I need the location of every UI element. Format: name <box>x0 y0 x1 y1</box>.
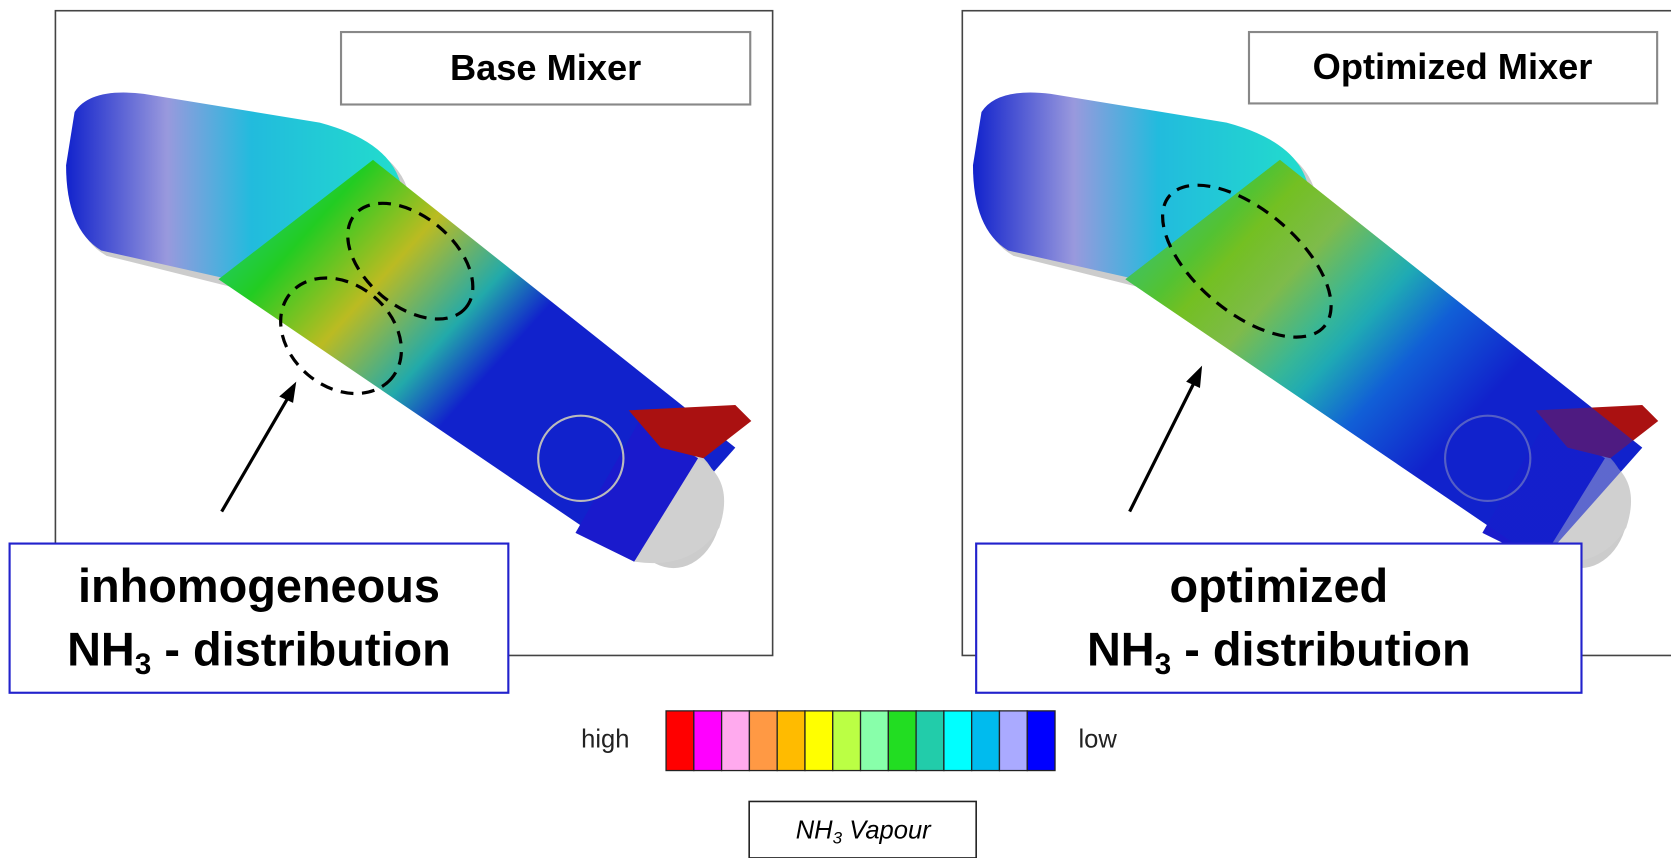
caption-rest: - distribution <box>1171 624 1470 676</box>
color-swatch <box>666 711 694 771</box>
formula: NH <box>67 624 135 676</box>
label-rest: Vapour <box>842 816 932 844</box>
color-swatch <box>694 711 722 771</box>
panel-title: Optimized Mixer <box>1313 46 1593 87</box>
caption: NH3 - distribution <box>1087 624 1471 681</box>
subscript: 3 <box>1155 648 1172 681</box>
subscript: 3 <box>135 648 152 681</box>
color-swatch <box>749 711 777 771</box>
caption: inhomogeneous <box>78 560 440 612</box>
caption-rest: - distribution <box>151 624 450 676</box>
colorbar <box>666 711 1055 771</box>
legend-label: NH3 Vapour <box>796 816 932 847</box>
color-swatch <box>999 711 1027 771</box>
formula: NH <box>1087 624 1155 676</box>
figure: Base Mixer inhomogeneous NH3 - distribut… <box>0 0 1671 858</box>
caption: optimized <box>1169 560 1388 612</box>
legend-high: high <box>581 725 629 753</box>
caption: NH3 - distribution <box>67 624 451 681</box>
color-swatch <box>916 711 944 771</box>
formula: NH <box>796 816 833 844</box>
color-swatch <box>805 711 833 771</box>
color-swatch <box>888 711 916 771</box>
color-swatch <box>833 711 861 771</box>
color-swatch <box>777 711 805 771</box>
color-swatch <box>944 711 972 771</box>
color-swatch <box>972 711 1000 771</box>
color-swatch <box>1027 711 1055 771</box>
color-swatch <box>861 711 889 771</box>
color-swatch <box>722 711 750 771</box>
panel-title: Base Mixer <box>450 47 641 88</box>
legend-low: low <box>1078 725 1117 753</box>
